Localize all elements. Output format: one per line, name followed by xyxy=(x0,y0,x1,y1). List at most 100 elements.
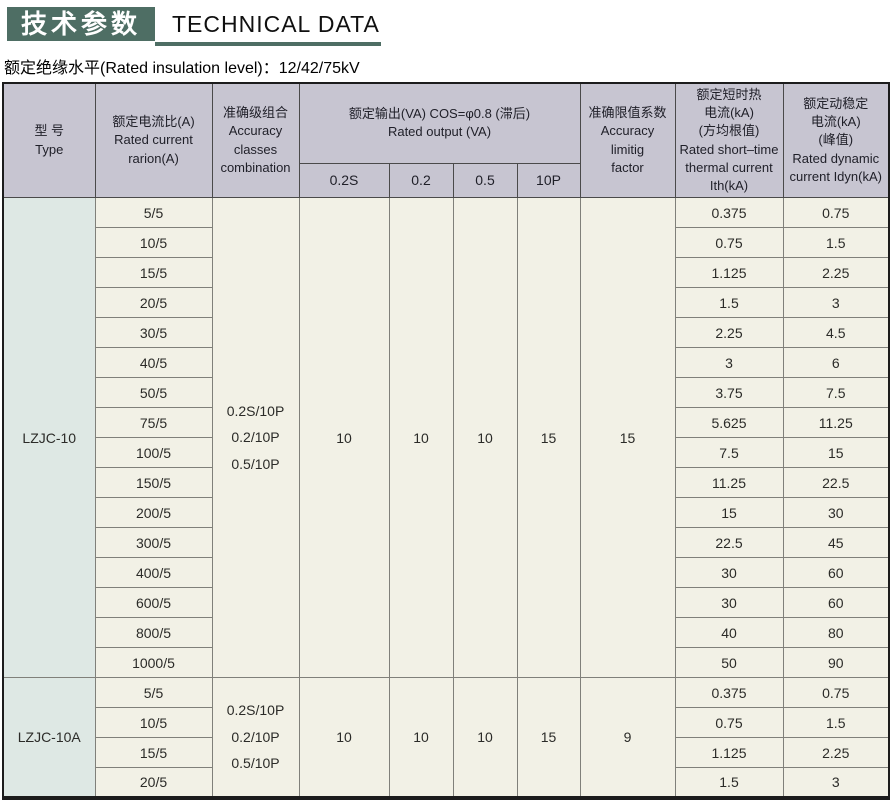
thermal-cell: 50 xyxy=(674,647,784,679)
ratio-cell: 1000/5 xyxy=(94,647,213,679)
ratio-cell: 5/5 xyxy=(94,197,213,229)
header-rated-current-ratio: 额定电流比(A) Rated current rarion(A) xyxy=(94,82,213,199)
thermal-cell: 1.125 xyxy=(674,737,784,769)
header-subcol-0-5: 0.5 xyxy=(452,162,518,199)
dynamic-cell: 3 xyxy=(782,767,890,799)
type-cell: LZJC-10 xyxy=(2,197,96,679)
header-row-main: 型 号 Type 额定电流比(A) Rated current rarion(A… xyxy=(2,82,890,199)
dynamic-cell: 80 xyxy=(782,617,890,649)
dynamic-cell: 22.5 xyxy=(782,467,890,499)
ratio-cell: 100/5 xyxy=(94,437,213,469)
thermal-cell: 40 xyxy=(674,617,784,649)
table-row: 15/5 1.125 2.25 xyxy=(3,257,890,289)
table-row: LZJC-10 5/5 0.2S/10P 0.2/10P 0.5/10P 10 10 10… xyxy=(2,197,890,679)
thermal-cell: 3 xyxy=(674,347,784,379)
thermal-cell: 1.5 xyxy=(674,767,784,799)
header-subcol-0-2: 0.2 xyxy=(388,162,454,199)
output-cell-0.2S: 10 xyxy=(298,677,390,799)
dynamic-cell: 4.5 xyxy=(782,317,890,349)
ratio-cell: 5/5 xyxy=(94,677,213,709)
output-cell-10P: 15 xyxy=(516,197,581,679)
dynamic-cell: 30 xyxy=(782,497,890,529)
dynamic-cell: 60 xyxy=(782,587,890,619)
thermal-cell: 0.75 xyxy=(674,227,784,259)
table-row: 15/5 1.125 2.25 xyxy=(3,737,890,769)
output-cell-0.2: 10 xyxy=(388,677,454,799)
ratio-cell: 200/5 xyxy=(94,497,213,529)
header-rated-output-group: 额定输出(VA) COS=φ0.8 (滞后) Rated output (VA) xyxy=(298,82,581,164)
page-title-en: TECHNICAL DATA xyxy=(172,11,380,37)
header-accuracy-limit-factor: 准确限值系数 Accuracy limitig factor xyxy=(579,82,676,199)
dynamic-cell: 7.5 xyxy=(782,377,890,409)
table-row: 200/5 15 30 xyxy=(3,497,890,529)
header-subcol-0-2s: 0.2S xyxy=(298,162,390,199)
output-cell-0.5: 10 xyxy=(452,677,518,799)
dynamic-cell: 90 xyxy=(782,647,890,679)
dynamic-cell: 2.25 xyxy=(782,257,890,289)
output-cell-0.2: 10 xyxy=(388,197,454,679)
thermal-cell: 3.75 xyxy=(674,377,784,409)
ratio-cell: 400/5 xyxy=(94,557,213,589)
ratio-cell: 20/5 xyxy=(94,767,213,799)
table-row: 100/5 7.5 15 xyxy=(3,437,890,469)
header-subcol-10p: 10P xyxy=(516,162,581,199)
ratio-cell: 30/5 xyxy=(94,317,213,349)
ratio-cell: 150/5 xyxy=(94,467,213,499)
dynamic-cell: 1.5 xyxy=(782,707,890,739)
output-cell-0.2S: 10 xyxy=(298,197,390,679)
dynamic-cell: 0.75 xyxy=(782,677,890,709)
ratio-cell: 40/5 xyxy=(94,347,213,379)
ratio-cell: 800/5 xyxy=(94,617,213,649)
table-row: 400/5 30 60 xyxy=(3,557,890,589)
table-row: 75/5 5.625 11.25 xyxy=(3,407,890,439)
technical-data-table: 型 号 Type 额定电流比(A) Rated current rarion(A… xyxy=(2,82,890,800)
dynamic-cell: 11.25 xyxy=(782,407,890,439)
thermal-cell: 1.5 xyxy=(674,287,784,319)
header-type: 型 号 Type xyxy=(2,82,96,199)
ratio-cell: 300/5 xyxy=(94,527,213,559)
ratio-cell: 20/5 xyxy=(94,287,213,319)
classes-cell: 0.2S/10P 0.2/10P 0.5/10P xyxy=(211,677,300,799)
dynamic-cell: 1.5 xyxy=(782,227,890,259)
factor-cell: 15 xyxy=(579,197,676,679)
ratio-cell: 50/5 xyxy=(94,377,213,409)
thermal-cell: 0.375 xyxy=(674,197,784,229)
header-row-sub: 0.2S 0.2 0.5 10P xyxy=(3,162,889,199)
dynamic-cell: 2.25 xyxy=(782,737,890,769)
output-cell-10P: 15 xyxy=(516,677,581,799)
ratio-cell: 10/5 xyxy=(94,227,213,259)
type-cell: LZJC-10A xyxy=(2,677,96,799)
table-row: LZJC-10A 5/5 0.2S/10P 0.2/10P 0.5/10P 10 10 1… xyxy=(2,677,890,799)
header-thermal-current: 额定短时热 电流(kA) (方均根值) Rated short–time the… xyxy=(674,82,784,199)
rated-insulation-level: 额定绝缘水平(Rated insulation level)：12/42/75k… xyxy=(4,60,360,77)
dynamic-cell: 45 xyxy=(782,527,890,559)
table-body: LZJC-10 5/5 0.2S/10P 0.2/10P 0.5/10P 10 10 10… xyxy=(2,197,890,799)
dynamic-cell: 6 xyxy=(782,347,890,379)
dynamic-cell: 3 xyxy=(782,287,890,319)
thermal-cell: 15 xyxy=(674,497,784,529)
table-row: 600/5 30 60 xyxy=(3,587,890,619)
ratio-cell: 15/5 xyxy=(94,257,213,289)
table-row: 300/5 22.5 45 xyxy=(3,527,890,559)
table-row: 40/5 3 6 xyxy=(3,347,890,379)
ratio-cell: 75/5 xyxy=(94,407,213,439)
thermal-cell: 0.375 xyxy=(674,677,784,709)
thermal-cell: 2.25 xyxy=(674,317,784,349)
table-row: 150/5 11.25 22.5 xyxy=(3,467,890,499)
title-underline xyxy=(155,42,381,46)
thermal-cell: 11.25 xyxy=(674,467,784,499)
thermal-cell: 30 xyxy=(674,557,784,589)
ratio-cell: 15/5 xyxy=(94,737,213,769)
classes-cell: 0.2S/10P 0.2/10P 0.5/10P xyxy=(211,197,300,679)
table-row: 10/5 0.75 1.5 xyxy=(3,707,890,739)
dynamic-cell: 60 xyxy=(782,557,890,589)
header-dynamic-current: 额定动稳定 电流(kA) (峰值) Rated dynamic current … xyxy=(782,82,890,199)
thermal-cell: 1.125 xyxy=(674,257,784,289)
page-title-cn: 技术参数 xyxy=(7,7,156,41)
table-row: 20/5 1.5 3 xyxy=(3,287,890,319)
output-cell-0.5: 10 xyxy=(452,197,518,679)
ratio-cell: 10/5 xyxy=(94,707,213,739)
thermal-cell: 0.75 xyxy=(674,707,784,739)
table-row: 10/5 0.75 1.5 xyxy=(3,227,890,259)
thermal-cell: 22.5 xyxy=(674,527,784,559)
